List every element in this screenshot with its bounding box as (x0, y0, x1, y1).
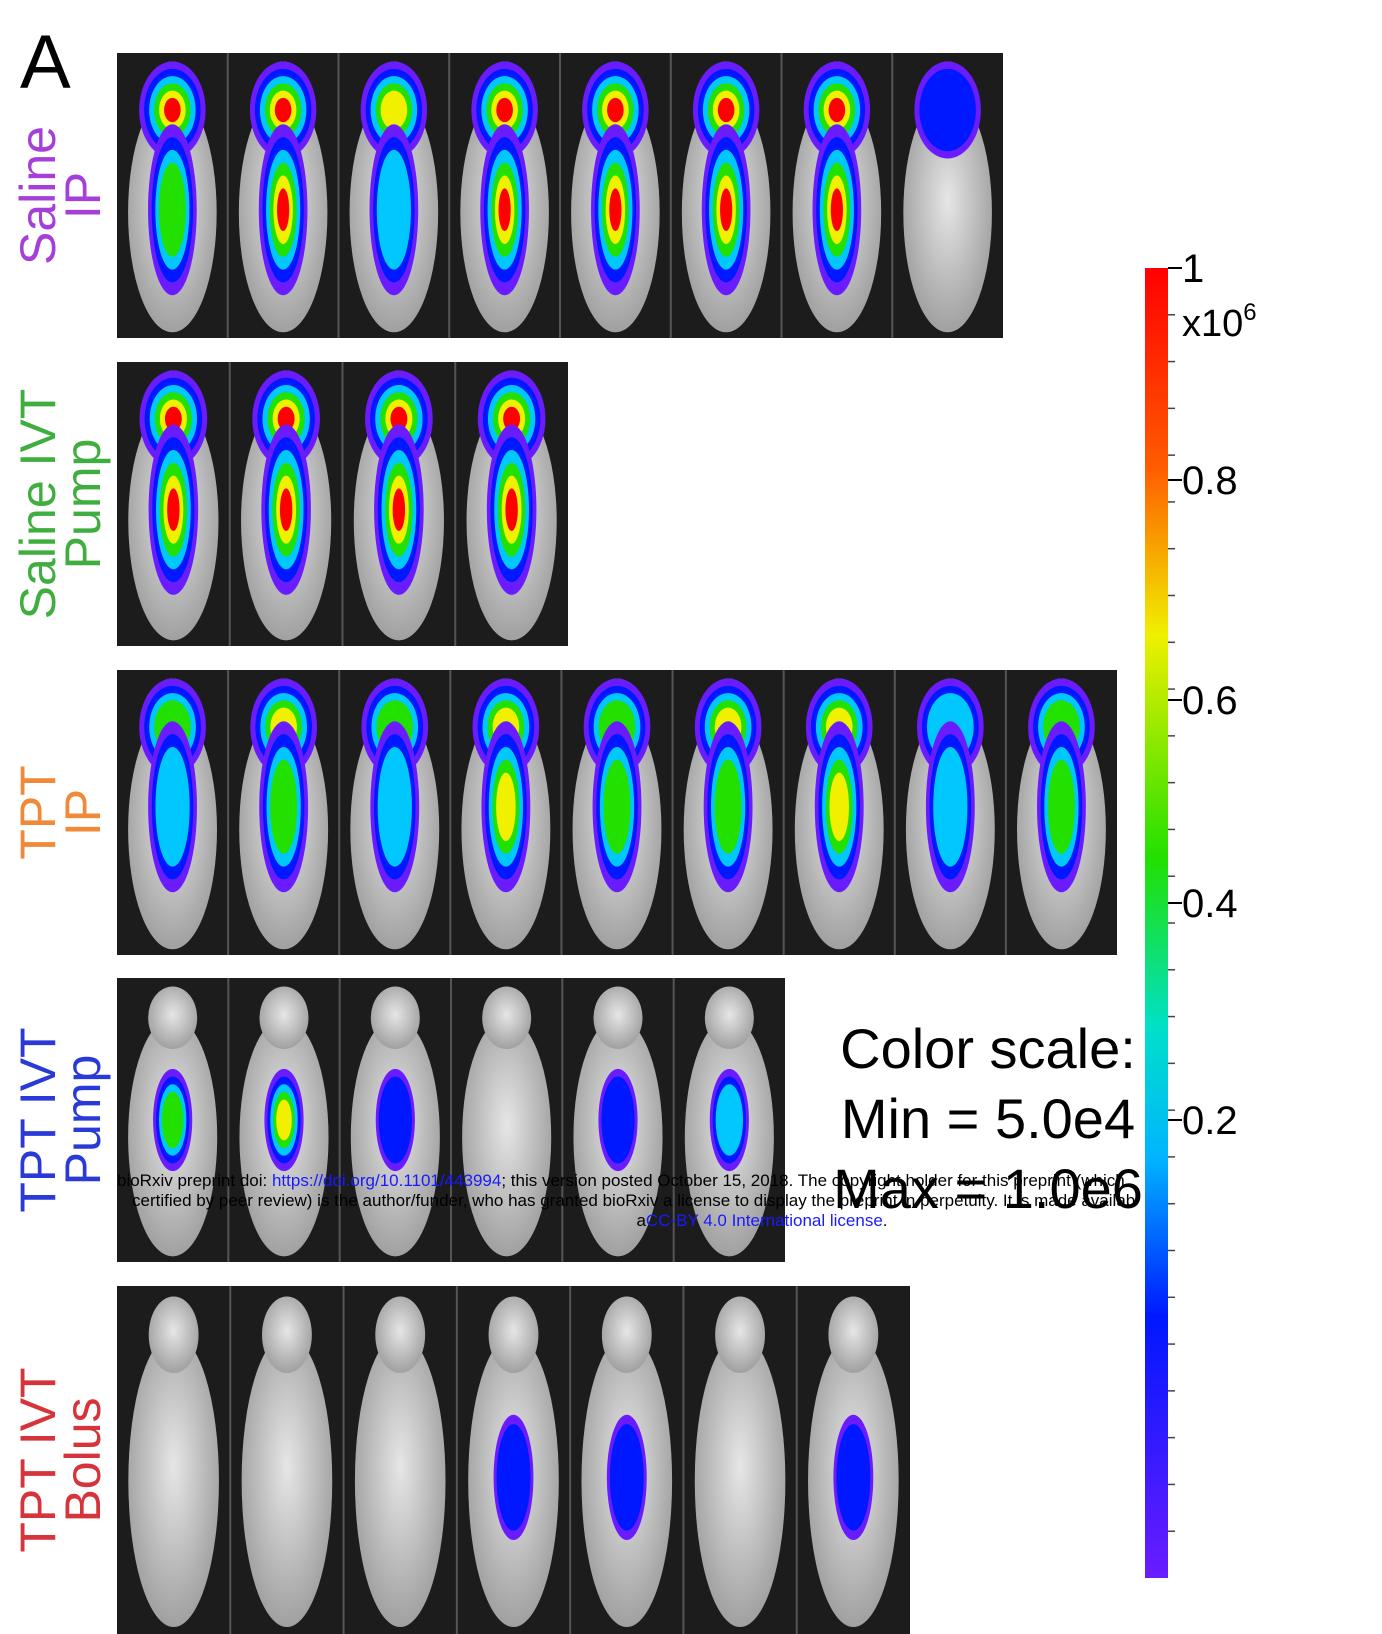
signal (280, 488, 292, 531)
mouse-body (128, 1335, 219, 1627)
signal (155, 747, 189, 867)
signal (836, 1424, 870, 1530)
page: A SalineIPSaline IVTPumpTPTIPTPT IVTPump… (0, 0, 1382, 1634)
signal (933, 747, 967, 867)
signal (610, 1424, 644, 1530)
notice-text: . (883, 1211, 888, 1230)
signal (377, 150, 411, 270)
signal (720, 188, 732, 231)
image-row (117, 53, 1003, 338)
signal (609, 188, 621, 231)
colorbar-tick-label: 0.4 (1182, 882, 1238, 926)
signal (496, 98, 513, 122)
signal (162, 1092, 184, 1148)
mouse-head (371, 987, 420, 1049)
mouse-body (355, 1335, 446, 1627)
notice-link[interactable]: https://doi.org/10.1101/443994 (272, 1171, 501, 1190)
mouse-head (705, 987, 754, 1049)
signal (716, 1084, 743, 1156)
colorbar-tick-label: 0.2 (1182, 1099, 1238, 1143)
signal (715, 760, 742, 854)
signal (277, 188, 289, 231)
notice-text: bioRxiv preprint doi: (117, 1171, 272, 1190)
mouse-head (375, 1296, 425, 1373)
notice-line: certified by peer review) is the author/… (132, 1191, 1135, 1210)
signal (829, 773, 849, 841)
signal (167, 488, 179, 531)
signal (379, 1077, 412, 1164)
mouse-head (594, 987, 643, 1049)
color-scale-title: Color scale: (840, 1017, 1136, 1080)
notice-line: aCC-BY 4.0 International license. (636, 1211, 887, 1230)
signal (829, 98, 846, 122)
exponent-base: x10 (1182, 303, 1243, 345)
signal (275, 98, 292, 122)
mouse-head (149, 1296, 199, 1373)
mouse-head (489, 1296, 539, 1373)
signal (164, 98, 181, 122)
group-label: Pump (55, 1055, 111, 1186)
group-label: IP (55, 172, 111, 219)
notice-text: ; this version posted October 15, 2018. … (501, 1171, 1124, 1190)
signal (496, 773, 516, 841)
colorbar-tick-label: 0.8 (1182, 459, 1238, 503)
mouse-head (262, 1296, 312, 1373)
color-scale-min: Min = 5.0e4 (841, 1087, 1135, 1150)
signal (919, 69, 975, 151)
signal (378, 747, 412, 867)
image-rows (117, 53, 1117, 1634)
signal (159, 163, 186, 257)
signal (505, 488, 517, 531)
signal (1048, 760, 1075, 854)
signal (497, 1424, 531, 1530)
notice-line: bioRxiv preprint doi: https://doi.org/10… (117, 1171, 1125, 1190)
signal (499, 188, 511, 231)
image-row (117, 1286, 910, 1634)
colorbar-tick-label: 0.6 (1182, 679, 1238, 723)
colorbar-tick-label: 1 (1182, 247, 1204, 291)
signal (831, 188, 843, 231)
signal (393, 488, 405, 531)
mouse-head (482, 987, 531, 1049)
group-label: Pump (55, 439, 111, 570)
signal (601, 1077, 634, 1164)
notice-link[interactable]: CC-BY 4.0 International license (646, 1211, 883, 1230)
mouse-head (715, 1296, 765, 1373)
mouse-body (462, 1018, 551, 1257)
panel-label: A (20, 20, 71, 105)
mouse-body (242, 1335, 333, 1627)
group-label: Bolus (55, 1397, 111, 1522)
colorbar-ticks: 1 0.8 0.6 0.4 0.2 (1168, 247, 1238, 1531)
signal (381, 91, 408, 130)
figure: A SalineIPSaline IVTPumpTPTIPTPT IVTPump… (0, 0, 1382, 1634)
mouse-head (602, 1296, 652, 1373)
mouse-head (828, 1296, 878, 1373)
mouse-head (260, 987, 309, 1049)
image-row (117, 670, 1117, 955)
colorbar-exponent: x106 (1182, 299, 1257, 345)
signal (604, 760, 631, 854)
signal (718, 98, 735, 122)
exponent: 6 (1243, 299, 1256, 326)
mouse-body (695, 1335, 786, 1627)
mouse-head (148, 987, 197, 1049)
colorbar (1145, 268, 1168, 1578)
group-label: IP (55, 789, 111, 836)
signal (270, 760, 297, 854)
signal (607, 98, 624, 122)
image-row (117, 362, 568, 646)
signal (276, 1100, 292, 1141)
